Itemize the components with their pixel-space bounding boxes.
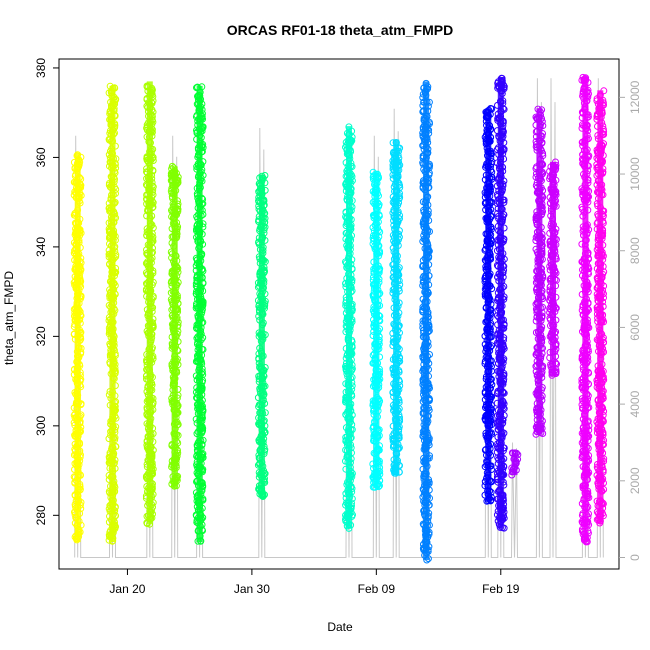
x-axis-label: Date	[327, 620, 353, 634]
data-band	[258, 175, 265, 498]
series-12	[493, 74, 508, 532]
series-11	[481, 105, 496, 505]
series-10	[419, 79, 434, 564]
series-16	[578, 73, 593, 546]
data-band	[485, 108, 492, 502]
series-5	[192, 83, 207, 545]
data-band	[171, 166, 178, 489]
data-band	[373, 170, 380, 489]
altitude-trace	[74, 78, 604, 558]
series-2	[105, 82, 120, 545]
data-band	[497, 76, 504, 529]
data-band	[74, 152, 81, 543]
data-band	[196, 85, 203, 543]
data-band	[511, 452, 518, 476]
data-band	[346, 126, 352, 529]
y-axis-label: theta_atm_FMPD	[2, 271, 16, 365]
series-9	[389, 139, 404, 477]
data-layer	[70, 73, 608, 564]
data-band	[550, 161, 556, 377]
data-band	[393, 139, 400, 475]
data-band	[109, 85, 116, 543]
series-3	[142, 81, 157, 528]
data-band	[146, 81, 153, 525]
secondary-lines	[74, 78, 604, 558]
chart-title: ORCAS RF01-18 theta_atm_FMPD	[227, 22, 453, 38]
series-4	[167, 162, 182, 490]
series-8	[369, 168, 384, 491]
series-13	[508, 449, 522, 479]
data-band	[423, 81, 430, 561]
series-14	[532, 105, 547, 438]
series-1	[70, 151, 85, 544]
series-15	[546, 158, 560, 379]
series-6	[254, 172, 269, 500]
series-7	[342, 123, 356, 532]
data-band	[536, 108, 543, 435]
